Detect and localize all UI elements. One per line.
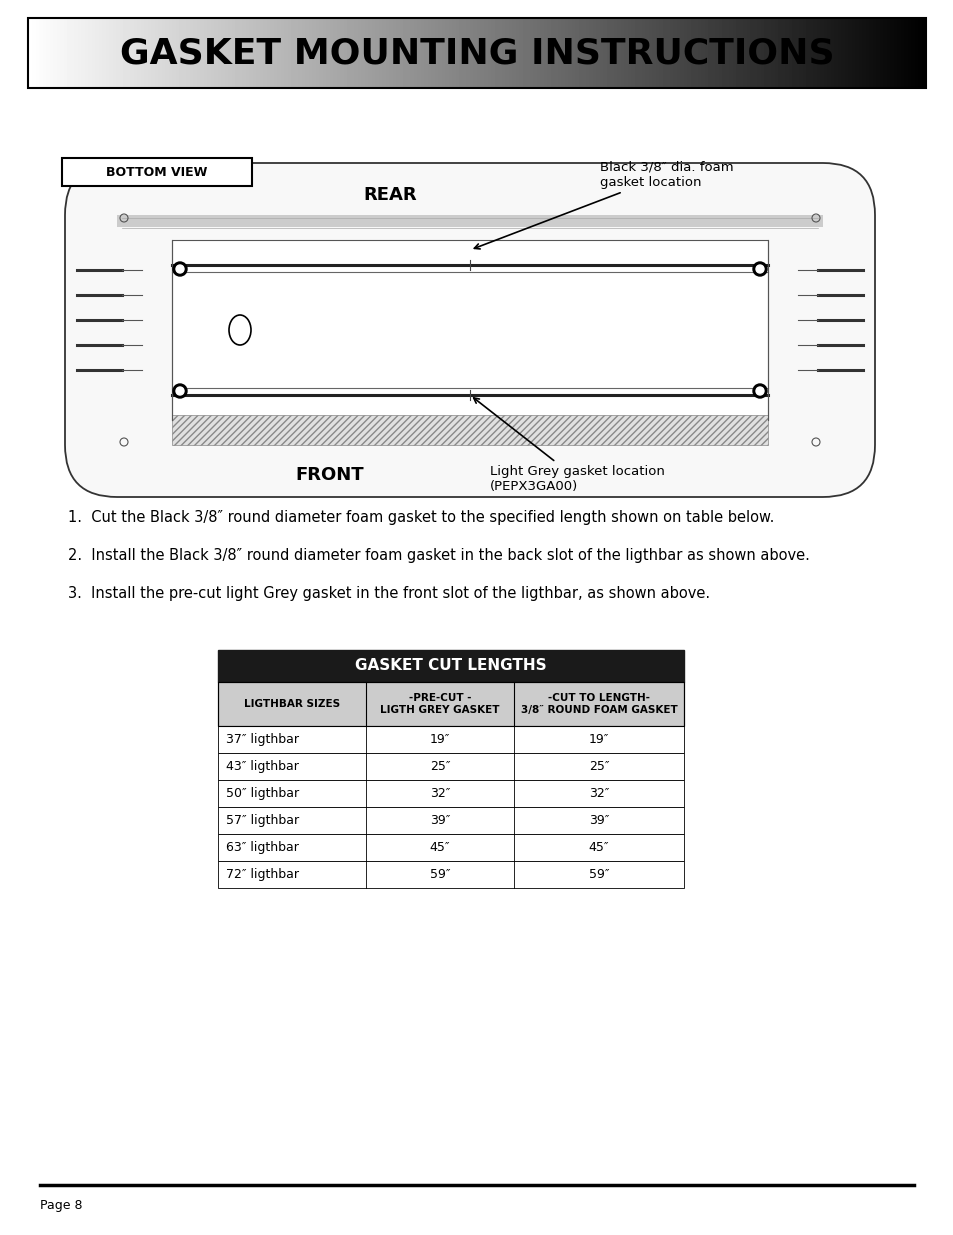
Bar: [172, 415, 767, 445]
Text: -PRE-CUT -
LIGTH GREY GASKET: -PRE-CUT - LIGTH GREY GASKET: [380, 693, 499, 715]
Bar: [117, 215, 822, 227]
Text: 32″: 32″: [588, 787, 609, 800]
Bar: [218, 650, 683, 682]
Text: 59″: 59″: [588, 868, 609, 881]
Text: 37″ ligthbar: 37″ ligthbar: [226, 734, 298, 746]
Text: GASKET CUT LENGTHS: GASKET CUT LENGTHS: [355, 658, 546, 673]
Circle shape: [752, 262, 766, 275]
Text: 39″: 39″: [430, 814, 450, 827]
Text: 50″ ligthbar: 50″ ligthbar: [226, 787, 299, 800]
Text: Black 3/8″ dia. foam
gasket location: Black 3/8″ dia. foam gasket location: [474, 161, 733, 249]
Bar: [28, 19, 925, 88]
Text: 32″: 32″: [430, 787, 450, 800]
Circle shape: [755, 266, 763, 273]
Bar: [218, 682, 683, 726]
Text: 39″: 39″: [588, 814, 609, 827]
Text: 43″ ligthbar: 43″ ligthbar: [226, 760, 298, 773]
Ellipse shape: [229, 315, 251, 345]
Text: 57″ ligthbar: 57″ ligthbar: [226, 814, 299, 827]
Bar: [218, 682, 683, 726]
Circle shape: [172, 262, 187, 275]
Circle shape: [755, 387, 763, 395]
Text: 45″: 45″: [429, 841, 450, 853]
Text: 25″: 25″: [588, 760, 609, 773]
Text: -CUT TO LENGTH-
3/8″ ROUND FOAM GASKET: -CUT TO LENGTH- 3/8″ ROUND FOAM GASKET: [520, 693, 677, 715]
Text: 1.  Cut the Black 3/8″ round diameter foam gasket to the specified length shown : 1. Cut the Black 3/8″ round diameter foa…: [68, 510, 774, 525]
Circle shape: [175, 387, 184, 395]
Circle shape: [175, 266, 184, 273]
Text: Light Grey gasket location
(PEPX3GA00): Light Grey gasket location (PEPX3GA00): [473, 398, 664, 493]
Text: 25″: 25″: [429, 760, 450, 773]
Bar: [218, 806, 683, 834]
Bar: [218, 861, 683, 888]
Text: 45″: 45″: [588, 841, 609, 853]
Text: 2.  Install the Black 3/8″ round diameter foam gasket in the back slot of the li: 2. Install the Black 3/8″ round diameter…: [68, 548, 809, 563]
Text: BOTTOM VIEW: BOTTOM VIEW: [106, 165, 208, 179]
Bar: [172, 240, 767, 420]
Text: 63″ ligthbar: 63″ ligthbar: [226, 841, 298, 853]
Text: 19″: 19″: [588, 734, 609, 746]
Bar: [218, 726, 683, 753]
Bar: [218, 753, 683, 781]
FancyBboxPatch shape: [65, 163, 874, 496]
Text: REAR: REAR: [363, 186, 416, 204]
Text: FRONT: FRONT: [295, 466, 364, 484]
Bar: [62, 158, 252, 186]
Text: Page 8: Page 8: [40, 1198, 82, 1212]
Bar: [218, 834, 683, 861]
Text: 72″ ligthbar: 72″ ligthbar: [226, 868, 298, 881]
Text: LIGTHBAR SIZES: LIGTHBAR SIZES: [244, 699, 339, 709]
Bar: [218, 781, 683, 806]
Text: GASKET MOUNTING INSTRUCTIONS: GASKET MOUNTING INSTRUCTIONS: [119, 36, 834, 70]
Text: 19″: 19″: [430, 734, 450, 746]
Circle shape: [752, 384, 766, 398]
Text: 59″: 59″: [429, 868, 450, 881]
Circle shape: [172, 384, 187, 398]
Text: 3.  Install the pre-cut light Grey gasket in the front slot of the ligthbar, as : 3. Install the pre-cut light Grey gasket…: [68, 585, 709, 601]
